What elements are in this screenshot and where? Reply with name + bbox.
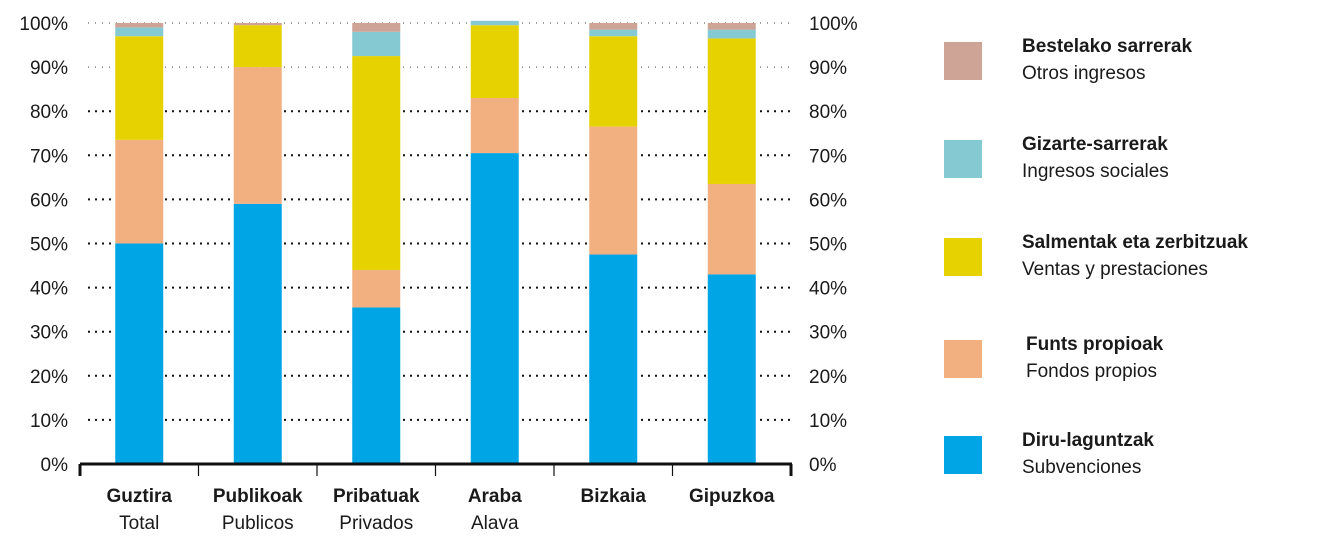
legend-swatch	[944, 340, 982, 378]
bars	[115, 20, 756, 464]
legend-label: Bestelako sarrerak	[1022, 36, 1193, 57]
y-tick-label-left: 80%	[30, 102, 68, 123]
x-axis	[78, 462, 793, 476]
y-tick-label-right: 0%	[809, 455, 837, 476]
legend-label: Gizarte-sarrerak	[1022, 134, 1168, 155]
category-sublabel: Privados	[339, 513, 413, 534]
bar-segment	[470, 97, 519, 154]
legend-item-funts: Funts propioak Fondos propios	[940, 330, 1310, 390]
bar-segment	[233, 23, 282, 26]
legend-item-bestelako: Bestelako sarrerak Otros ingresos	[940, 32, 1310, 92]
legend-swatch	[944, 238, 982, 276]
y-tick-label-right: 70%	[809, 146, 847, 167]
bar-segment	[352, 56, 401, 270]
category-sublabel: Total	[119, 513, 159, 534]
legend-sublabel: Ventas y prestaciones	[1022, 259, 1208, 280]
y-tick-label-right: 40%	[809, 279, 847, 300]
y-tick-label-left: 30%	[30, 323, 68, 344]
category-label: Guztira	[107, 486, 173, 507]
y-tick-label-left: 50%	[30, 235, 68, 256]
bar-segment	[707, 29, 756, 39]
bar-segment	[589, 23, 638, 30]
bar-segment	[115, 23, 164, 28]
bar-segment	[589, 254, 638, 464]
bar-segment	[470, 153, 519, 464]
bar-segment	[352, 307, 401, 464]
category-sublabel: Publicos	[222, 513, 294, 534]
bar-segment	[470, 25, 519, 98]
bar-segment	[707, 38, 756, 184]
bar-segment	[352, 269, 401, 308]
bar-segment	[707, 274, 756, 464]
y-tick-label-left: 70%	[30, 146, 68, 167]
y-tick-label-right: 20%	[809, 367, 847, 388]
y-tick-label-left: 90%	[30, 58, 68, 79]
bar-segment	[589, 29, 638, 37]
y-axis-right-ticks: 0% 10% 20% 30% 40% 50% 60% 70% 80% 90% 100%	[809, 14, 858, 476]
legend-swatch	[944, 140, 982, 178]
bar-segment	[352, 31, 401, 57]
legend-sublabel: Otros ingresos	[1022, 63, 1146, 84]
bar-segment	[115, 139, 164, 244]
legend-item-diru: Diru-laguntzak Subvenciones	[940, 426, 1310, 486]
legend-swatch	[944, 436, 982, 474]
category-label: Pribatuak	[333, 486, 420, 507]
bar-segment	[233, 203, 282, 464]
bar-segment	[115, 36, 164, 140]
legend-sublabel: Ingresos sociales	[1022, 161, 1169, 182]
y-tick-label-right: 80%	[809, 102, 847, 123]
category-label: Bizkaia	[581, 486, 647, 507]
y-tick-label-left: 0%	[41, 455, 69, 476]
legend-item-salmentak: Salmentak eta zerbitzuak Ventas y presta…	[940, 228, 1310, 288]
y-tick-label-right: 10%	[809, 411, 847, 432]
category-label: Publikoak	[213, 486, 303, 507]
bar-segment	[707, 23, 756, 30]
legend-label: Funts propioak	[1026, 334, 1164, 355]
bar-segment	[233, 25, 282, 68]
y-tick-label-left: 100%	[19, 14, 68, 35]
bar-segment	[707, 183, 756, 275]
legend-item-gizarte: Gizarte-sarrerak Ingresos sociales	[940, 130, 1310, 190]
bar-segment	[352, 23, 401, 32]
legend-swatch	[944, 42, 982, 80]
category-label: Araba	[468, 486, 522, 507]
y-tick-label-left: 40%	[30, 279, 68, 300]
legend-label: Salmentak eta zerbitzuak	[1022, 232, 1248, 253]
y-tick-label-right: 100%	[809, 14, 858, 35]
bar-segment	[470, 20, 519, 26]
bar-segment	[233, 67, 282, 204]
y-tick-label-left: 10%	[30, 411, 68, 432]
bar-segment	[115, 27, 164, 37]
y-tick-label-right: 60%	[809, 190, 847, 211]
y-tick-label-right: 90%	[809, 58, 847, 79]
gridlines	[88, 22, 795, 421]
bar-segment	[589, 126, 638, 255]
y-tick-label-left: 20%	[30, 367, 68, 388]
y-axis-left-ticks: 0% 10% 20% 30% 40% 50% 60% 70% 80% 90% 100%	[19, 14, 68, 476]
category-labels: Guztira Total Publikoak Publicos Pribatuak Pr…	[107, 486, 775, 534]
legend-sublabel: Subvenciones	[1022, 457, 1142, 478]
category-label: Gipuzkoa	[689, 486, 775, 507]
legend-label: Diru-laguntzak	[1022, 430, 1154, 451]
y-tick-label-left: 60%	[30, 190, 68, 211]
legend-sublabel: Fondos propios	[1026, 361, 1157, 382]
y-tick-label-right: 30%	[809, 323, 847, 344]
category-sublabel: Alava	[471, 513, 519, 534]
y-tick-label-right: 50%	[809, 235, 847, 256]
bar-segment	[589, 36, 638, 127]
bar-segment	[115, 243, 164, 464]
